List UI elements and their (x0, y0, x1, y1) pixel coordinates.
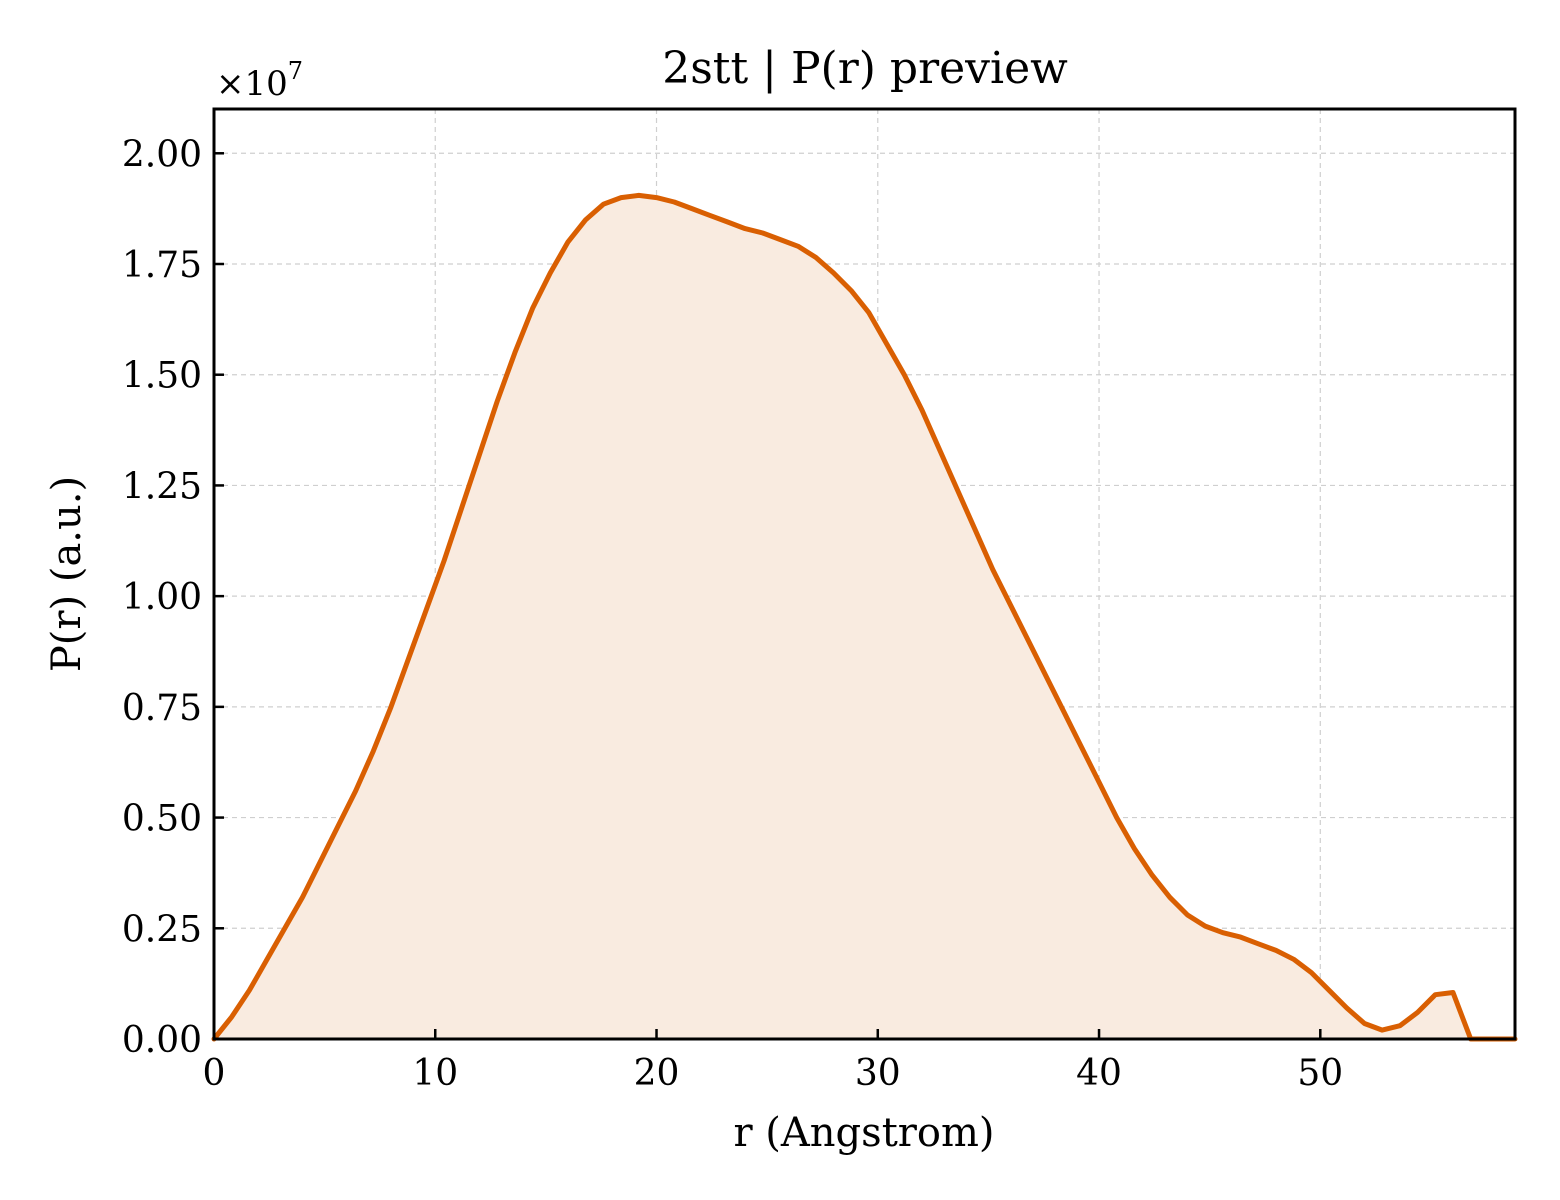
y-tick-label: 1.50 (122, 356, 202, 397)
x-tick-label: 50 (1297, 1053, 1343, 1094)
y-multiplier-exponent: 7 (288, 57, 303, 85)
x-tick-label: 30 (855, 1053, 901, 1094)
x-tick-label: 0 (203, 1053, 226, 1094)
y-tick-label: 0.25 (122, 909, 202, 950)
y-tick-label: 1.25 (122, 466, 202, 507)
x-axis-label: r (Angstrom) (733, 1110, 994, 1156)
x-tick-label: 10 (412, 1053, 458, 1094)
axis-ticks: 0 10 20 30 40 50 0.00 0.25 0.50 0.75 1.00 1.25 1.50 1… (122, 134, 1343, 1094)
pr-series-line (211, 192, 1518, 1042)
y-multiplier-base: ×10 (216, 64, 288, 104)
chart-title: 2stt | P(r) preview (662, 43, 1068, 94)
x-tick-label: 20 (634, 1053, 680, 1094)
y-tick-label: 1.00 (122, 577, 202, 618)
y-tick-label: 2.00 (122, 134, 202, 175)
y-tick-label: 0.00 (122, 1020, 202, 1061)
pr-area-fill (214, 195, 1515, 1039)
y-axis-label: P(r) (a.u.) (44, 476, 90, 672)
x-tick-label: 40 (1076, 1053, 1122, 1094)
y-tick-label: 1.75 (122, 245, 202, 286)
area-layer (211, 192, 1518, 1042)
y-tick-label: 0.75 (122, 688, 202, 729)
y-multiplier-label: ×107 (216, 57, 303, 104)
plot-frame (212, 107, 1517, 1041)
y-tick-label: 0.50 (122, 799, 202, 840)
